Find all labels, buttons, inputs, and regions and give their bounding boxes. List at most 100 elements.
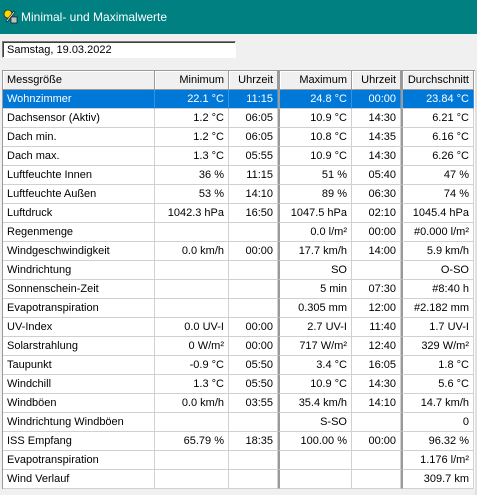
min-cell xyxy=(155,261,229,280)
max-cell: 10.8 °C xyxy=(278,128,352,147)
avg-cell: 6.26 °C xyxy=(401,147,474,166)
table-row[interactable]: Windböen 0.0 km/h 03:55 35.4 km/h 14:10 14.7 … xyxy=(3,394,476,413)
max-time-cell: 00:00 xyxy=(352,223,401,242)
table-row[interactable]: Solarstrahlung 0 W/m² 00:00 717 W/m² 12:40 32… xyxy=(3,337,476,356)
avg-cell: #0.000 l/m² xyxy=(401,223,474,242)
min-cell xyxy=(155,280,229,299)
table-row[interactable]: Windrichtung SO O-SO xyxy=(3,261,476,280)
min-time-cell xyxy=(229,223,278,242)
table-header-row: Messgröße Minimum Uhrzeit Maximum Uhrzei… xyxy=(3,71,476,90)
table-row[interactable]: Taupunkt -0.9 °C 05:50 3.4 °C 16:05 1.8 °C xyxy=(3,356,476,375)
min-time-cell: 18:35 xyxy=(229,432,278,451)
max-time-cell: 12:40 xyxy=(352,337,401,356)
table-row[interactable]: UV-Index 0.0 UV-I 00:00 2.7 UV-I 11:40 1.7 UV… xyxy=(3,318,476,337)
name-cell: Windrichtung xyxy=(3,261,155,280)
name-cell: Taupunkt xyxy=(3,356,155,375)
values-table[interactable]: Messgröße Minimum Uhrzeit Maximum Uhrzei… xyxy=(2,70,476,489)
min-time-cell: 00:00 xyxy=(229,318,278,337)
name-cell: Wohnzimmer xyxy=(3,90,155,109)
name-cell: UV-Index xyxy=(3,318,155,337)
min-time-cell xyxy=(229,280,278,299)
min-time-cell: 05:55 xyxy=(229,147,278,166)
max-time-cell: 14:30 xyxy=(352,375,401,394)
min-cell: 1.3 °C xyxy=(155,375,229,394)
table-row[interactable]: Evapotranspiration 1.176 l/m² xyxy=(3,451,476,470)
min-time-cell xyxy=(229,470,278,489)
name-cell: Sonnenschein-Zeit xyxy=(3,280,155,299)
date-field[interactable]: Samstag, 19.03.2022 xyxy=(2,41,236,58)
min-cell: -0.9 °C xyxy=(155,356,229,375)
max-cell: 0.305 mm xyxy=(278,299,352,318)
table-row[interactable]: Dach max. 1.3 °C 05:55 10.9 °C 14:30 6.26 °C xyxy=(3,147,476,166)
max-time-cell: 07:30 xyxy=(352,280,401,299)
name-cell: Evapotranspiration xyxy=(3,451,155,470)
min-time-cell xyxy=(229,413,278,432)
min-cell: 0.0 km/h xyxy=(155,242,229,261)
min-cell: 1.2 °C xyxy=(155,128,229,147)
column-header-max-time[interactable]: Uhrzeit xyxy=(352,71,401,90)
avg-cell: 309.7 km xyxy=(401,470,474,489)
avg-cell: 5.9 km/h xyxy=(401,242,474,261)
max-cell: SO xyxy=(278,261,352,280)
table-row[interactable]: Evapotranspiration 0.305 mm 12:00 #2.182 mm xyxy=(3,299,476,318)
min-cell: 53 % xyxy=(155,185,229,204)
min-cell xyxy=(155,413,229,432)
name-cell: Windrichtung Windböen xyxy=(3,413,155,432)
column-header-average[interactable]: Durchschnitt xyxy=(401,71,474,90)
table-row[interactable]: Luftfeuchte Außen 53 % 14:10 89 % 06:30 74 % xyxy=(3,185,476,204)
table-row[interactable]: Dach min. 1.2 °C 06:05 10.8 °C 14:35 6.16 °C xyxy=(3,128,476,147)
max-cell: 100.00 % xyxy=(278,432,352,451)
max-cell: 717 W/m² xyxy=(278,337,352,356)
max-time-cell xyxy=(352,451,401,470)
table-row[interactable]: Luftfeuchte Innen 36 % 11:15 51 % 05:40 47 % xyxy=(3,166,476,185)
min-cell xyxy=(155,223,229,242)
max-time-cell xyxy=(352,413,401,432)
max-cell: 35.4 km/h xyxy=(278,394,352,413)
max-time-cell: 14:35 xyxy=(352,128,401,147)
name-cell: Windgeschwindigkeit xyxy=(3,242,155,261)
max-cell: 5 min xyxy=(278,280,352,299)
table-row[interactable]: Windgeschwindigkeit 0.0 km/h 00:00 17.7 km/… xyxy=(3,242,476,261)
min-cell: 1042.3 hPa xyxy=(155,204,229,223)
min-cell xyxy=(155,451,229,470)
name-cell: ISS Empfang xyxy=(3,432,155,451)
avg-cell: 96.32 % xyxy=(401,432,474,451)
column-header-minimum[interactable]: Minimum xyxy=(155,71,229,90)
column-header-min-time[interactable]: Uhrzeit xyxy=(229,71,278,90)
table-row[interactable]: Dachsensor (Aktiv) 1.2 °C 06:05 10.9 °C 14:3… xyxy=(3,109,476,128)
avg-cell: #2.182 mm xyxy=(401,299,474,318)
min-cell: 22.1 °C xyxy=(155,90,229,109)
avg-cell: 0 xyxy=(401,413,474,432)
name-cell: Luftdruck xyxy=(3,204,155,223)
table-row[interactable]: Wohnzimmer 22.1 °C 11:15 24.8 °C 00:00 23.84 … xyxy=(3,90,476,109)
column-header-messgroesse[interactable]: Messgröße xyxy=(3,71,155,90)
avg-cell: 1.7 UV-I xyxy=(401,318,474,337)
max-cell: 10.9 °C xyxy=(278,147,352,166)
table-row[interactable]: Sonnenschein-Zeit 5 min 07:30 #8:40 h xyxy=(3,280,476,299)
name-cell: Dach max. xyxy=(3,147,155,166)
min-cell: 0 W/m² xyxy=(155,337,229,356)
table-row[interactable]: Windrichtung Windböen S-SO 0 xyxy=(3,413,476,432)
max-time-cell: 16:05 xyxy=(352,356,401,375)
table-row[interactable]: Luftdruck 1042.3 hPa 16:50 1047.5 hPa 02:10 1… xyxy=(3,204,476,223)
max-cell xyxy=(278,470,352,489)
max-cell: 2.7 UV-I xyxy=(278,318,352,337)
max-time-cell: 14:00 xyxy=(352,242,401,261)
max-cell xyxy=(278,451,352,470)
avg-cell: O-SO xyxy=(401,261,474,280)
max-cell: 10.9 °C xyxy=(278,375,352,394)
min-time-cell: 06:05 xyxy=(229,128,278,147)
name-cell: Luftfeuchte Innen xyxy=(3,166,155,185)
table-row[interactable]: Wind Verlauf 309.7 km xyxy=(3,470,476,489)
name-cell: Dachsensor (Aktiv) xyxy=(3,109,155,128)
max-time-cell: 12:00 xyxy=(352,299,401,318)
avg-cell: 329 W/m² xyxy=(401,337,474,356)
avg-cell: 74 % xyxy=(401,185,474,204)
column-header-maximum[interactable]: Maximum xyxy=(278,71,352,90)
avg-cell: 1.8 °C xyxy=(401,356,474,375)
min-cell: 0.0 km/h xyxy=(155,394,229,413)
table-row[interactable]: Regenmenge 0.0 l/m² 00:00 #0.000 l/m² xyxy=(3,223,476,242)
title-bar[interactable]: Minimal- und Maximalwerte xyxy=(0,0,477,34)
table-row[interactable]: Windchill 1.3 °C 05:50 10.9 °C 14:30 5.6 °C xyxy=(3,375,476,394)
table-row[interactable]: ISS Empfang 65.79 % 18:35 100.00 % 00:00 96.3… xyxy=(3,432,476,451)
